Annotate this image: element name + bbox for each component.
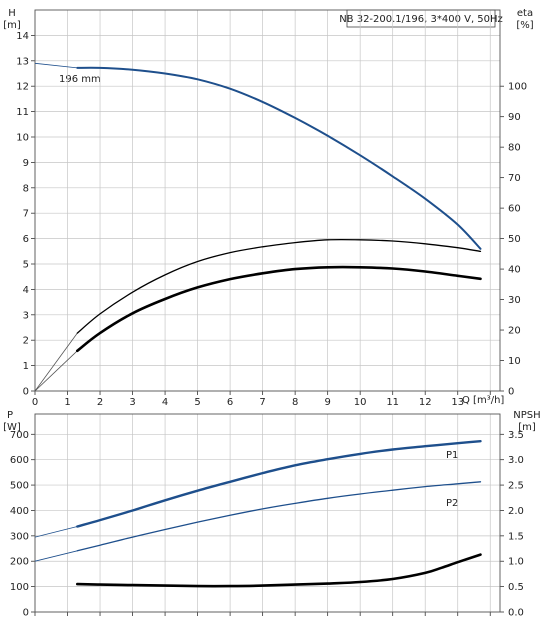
lower-right-axis-title: NPSH: [513, 410, 540, 421]
series-extension-line: [34, 550, 78, 562]
x-tick-label: 4: [162, 397, 168, 408]
left-tick-label: 500: [10, 481, 29, 492]
x-tick-label: 0: [32, 397, 38, 408]
right-tick-label: 2.5: [508, 481, 524, 492]
right-tick-label: 60: [508, 204, 521, 215]
series-label-p2: P2: [446, 498, 458, 509]
x-tick-label: 1: [64, 397, 70, 408]
left-tick-label: 0: [23, 387, 29, 398]
upper-left-axis-title: H: [8, 8, 16, 19]
right-tick-label: 1.5: [508, 531, 524, 542]
right-tick-label: 10: [508, 356, 521, 367]
right-tick-label: 20: [508, 326, 521, 337]
right-tick-label: 30: [508, 295, 521, 306]
left-tick-label: 8: [23, 183, 29, 194]
left-tick-label: 200: [10, 557, 29, 568]
left-tick-label: 5: [23, 260, 29, 271]
upper-right-axis-unit: [%]: [516, 20, 533, 31]
upper-left-axis-unit: [m]: [3, 20, 21, 31]
left-tick-label: 3: [23, 310, 29, 321]
right-tick-label: 40: [508, 265, 521, 276]
series-line-P2: [76, 481, 482, 552]
right-tick-label: 80: [508, 143, 521, 154]
series-line-npsh: [76, 553, 482, 588]
x-tick-label: 9: [324, 397, 330, 408]
x-tick-label: 5: [194, 397, 200, 408]
lower-left-axis-unit: [W]: [3, 422, 21, 433]
left-tick-label: 7: [23, 209, 29, 220]
left-tick-label: 300: [10, 531, 29, 542]
x-tick-label: 13: [451, 397, 464, 408]
series-extension-line: [34, 62, 78, 69]
legend-text: NB 32-200.1/196, 3*400 V, 50Hz: [339, 14, 503, 25]
x-axis-label: Q [m³/h]: [462, 395, 504, 406]
x-tick-label: 12: [419, 397, 432, 408]
lower-left-axis-title: P: [7, 410, 13, 421]
series-label-p1: P1: [446, 450, 458, 461]
plot-frame: [34, 9, 501, 392]
series-extension-line: [34, 350, 78, 392]
left-tick-label: 0: [23, 608, 29, 619]
left-tick-label: 13: [16, 56, 29, 67]
x-tick-label: 11: [386, 397, 399, 408]
series-line-eta: [76, 238, 482, 334]
lower-right-axis-unit: [m]: [518, 422, 536, 433]
left-tick-label: 14: [16, 31, 29, 42]
right-tick-label: 1.0: [508, 557, 524, 568]
x-tick-label: 2: [97, 397, 103, 408]
right-tick-label: 70: [508, 173, 521, 184]
left-tick-label: 400: [10, 506, 29, 517]
right-tick-label: 3.5: [508, 430, 524, 441]
left-tick-label: 9: [23, 158, 29, 169]
left-tick-label: 6: [23, 234, 29, 245]
right-tick-label: 2.0: [508, 506, 524, 517]
left-tick-label: 100: [10, 582, 29, 593]
left-tick-label: 1: [23, 361, 29, 372]
left-tick-label: 700: [10, 430, 29, 441]
upper-right-axis-title: eta: [517, 8, 533, 19]
left-tick-label: 600: [10, 455, 29, 466]
left-tick-label: 4: [23, 285, 29, 296]
x-tick-label: 8: [292, 397, 298, 408]
right-tick-label: 100: [508, 82, 527, 93]
left-tick-label: 10: [16, 133, 29, 144]
series-line-P1: [76, 440, 482, 528]
left-tick-label: 11: [16, 107, 29, 118]
right-tick-label: 90: [508, 112, 521, 123]
x-tick-label: 7: [259, 397, 265, 408]
right-tick-label: 50: [508, 234, 521, 245]
series-extension-line: [34, 526, 78, 538]
right-tick-label: 0.5: [508, 582, 524, 593]
x-tick-label: 3: [129, 397, 135, 408]
right-tick-label: 3.0: [508, 455, 524, 466]
curve-diameter-label: 196 mm: [59, 74, 101, 85]
right-tick-label: 0: [508, 387, 514, 398]
series-extension-line: [34, 332, 78, 392]
left-tick-label: 12: [16, 82, 29, 93]
left-tick-label: 2: [23, 336, 29, 347]
plot-frame: [34, 413, 501, 613]
series-line-eta_total: [76, 265, 482, 353]
right-tick-label: 0.0: [508, 608, 524, 619]
series-line-head: [76, 66, 482, 250]
x-tick-label: 10: [354, 397, 367, 408]
x-tick-label: 6: [227, 397, 233, 408]
